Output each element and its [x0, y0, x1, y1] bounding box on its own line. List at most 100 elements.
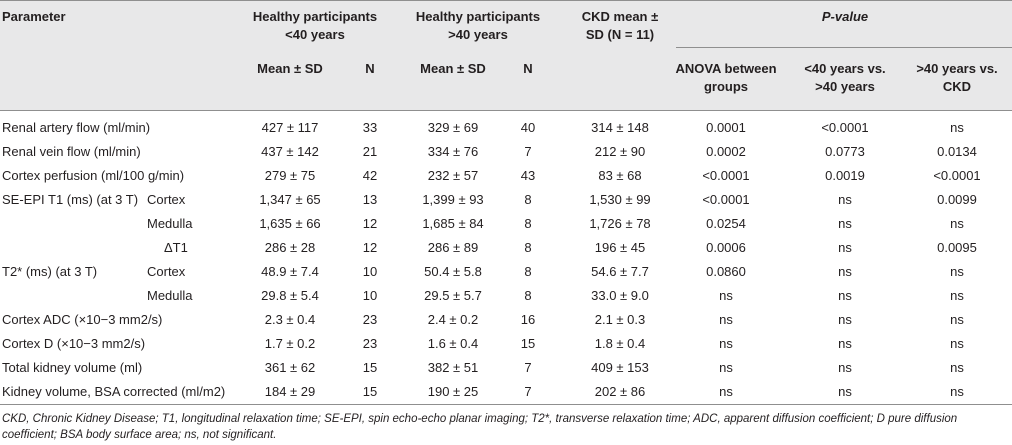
row-mean-2: 1,399 ± 93: [422, 192, 484, 207]
row-param: Renal artery flow (ml/min): [2, 120, 151, 135]
row-n-2: 7: [524, 384, 532, 399]
header-cmp2-line2: CKD: [942, 79, 972, 94]
row-ckd: 1,530 ± 99: [589, 192, 651, 207]
row-mean-2: 232 ± 57: [427, 168, 479, 183]
row-n-1: 12: [362, 216, 378, 231]
row-p-old-ckd: 0.0099: [937, 192, 977, 207]
row-mean-1: 427 ± 117: [261, 120, 319, 135]
row-mean-2: 382 ± 51: [427, 360, 479, 375]
header-rule: [0, 110, 1012, 111]
header-n-1: N: [365, 61, 375, 76]
row-p-young-old: ns: [838, 360, 852, 375]
row-anova: 0.0860: [706, 264, 746, 279]
header-pvalue: P-value: [821, 9, 869, 24]
row-p-young-old: ns: [838, 264, 852, 279]
row-subparam: ΔT1: [164, 240, 188, 255]
row-subparam: Medulla: [147, 216, 193, 231]
row-p-old-ckd: 0.0134: [937, 144, 977, 159]
row-anova: 0.0002: [706, 144, 746, 159]
row-p-old-ckd: ns: [950, 120, 964, 135]
row-p-old-ckd: ns: [950, 336, 964, 351]
row-mean-2: 29.5 ± 5.7: [424, 288, 482, 303]
row-ckd: 2.1 ± 0.3: [594, 312, 646, 327]
table-footnote: CKD, Chronic Kidney Disease; T1, longitu…: [2, 413, 958, 441]
row-mean-2: 50.4 ± 5.8: [424, 264, 482, 279]
row-mean-2: 329 ± 69: [427, 120, 479, 135]
header-group1-line1: Healthy participants: [252, 9, 378, 24]
row-anova: ns: [719, 312, 733, 327]
header-mean-sd-1: Mean ± SD: [257, 61, 323, 76]
row-anova: <0.0001: [702, 168, 750, 183]
row-subparam: Cortex: [147, 192, 186, 207]
row-p-old-ckd: ns: [950, 264, 964, 279]
row-n-2: 8: [524, 216, 532, 231]
top-rule: [0, 0, 1012, 1]
header-group2-line2: >40 years: [448, 27, 508, 42]
pvalue-subrule: [676, 47, 1012, 48]
header-ckd-line2: SD (N = 11): [585, 27, 655, 42]
header-ckd-line1: CKD mean ±: [581, 9, 659, 24]
row-mean-1: 361 ± 62: [264, 360, 316, 375]
row-ckd: 1,726 ± 78: [589, 216, 651, 231]
row-mean-1: 1,347 ± 65: [259, 192, 321, 207]
row-param: SE-EPI T1 (ms) (at 3 T): [2, 192, 139, 207]
row-n-2: 7: [524, 144, 532, 159]
row-p-young-old: ns: [838, 192, 852, 207]
row-anova: 0.0006: [706, 240, 746, 255]
row-p-young-old: 0.0773: [825, 144, 865, 159]
row-n-2: 43: [520, 168, 536, 183]
row-mean-2: 334 ± 76: [427, 144, 479, 159]
row-mean-1: 1.7 ± 0.2: [264, 336, 316, 351]
row-n-1: 23: [362, 336, 378, 351]
row-p-old-ckd: ns: [950, 288, 964, 303]
row-mean-1: 2.3 ± 0.4: [264, 312, 316, 327]
table-header-band: [0, 0, 1012, 110]
row-n-1: 33: [362, 120, 378, 135]
row-n-1: 23: [362, 312, 378, 327]
row-p-young-old: ns: [838, 216, 852, 231]
row-ckd: 1.8 ± 0.4: [594, 336, 646, 351]
header-anova-line2: groups: [703, 79, 749, 94]
bottom-rule: [0, 404, 1012, 405]
row-mean-2: 2.4 ± 0.2: [427, 312, 479, 327]
row-n-1: 15: [362, 360, 378, 375]
row-ckd: 212 ± 90: [594, 144, 646, 159]
row-param: Total kidney volume (ml): [2, 360, 143, 375]
row-mean-1: 437 ± 142: [261, 144, 319, 159]
row-n-2: 8: [524, 264, 532, 279]
row-p-old-ckd: ns: [950, 384, 964, 399]
row-p-old-ckd: <0.0001: [933, 168, 981, 183]
row-n-1: 42: [362, 168, 378, 183]
row-p-young-old: 0.0019: [825, 168, 865, 183]
header-group1-line2: <40 years: [285, 27, 345, 42]
row-n-2: 16: [520, 312, 536, 327]
row-param: Renal vein flow (ml/min): [2, 144, 141, 159]
row-anova: ns: [719, 288, 733, 303]
row-n-1: 21: [362, 144, 378, 159]
row-ckd: 33.0 ± 9.0: [591, 288, 649, 303]
row-mean-1: 184 ± 29: [264, 384, 316, 399]
row-mean-1: 48.9 ± 7.4: [261, 264, 319, 279]
row-anova: ns: [719, 384, 733, 399]
row-mean-2: 1.6 ± 0.4: [427, 336, 479, 351]
row-n-2: 15: [520, 336, 536, 351]
row-p-old-ckd: ns: [950, 312, 964, 327]
header-anova-line1: ANOVA between: [675, 61, 777, 76]
row-p-old-ckd: ns: [950, 216, 964, 231]
row-mean-1: 279 ± 75: [264, 168, 316, 183]
row-p-young-old: <0.0001: [821, 120, 869, 135]
row-anova: ns: [719, 336, 733, 351]
row-param: Cortex D (×10−3 mm2/s): [2, 336, 146, 351]
row-param: Cortex perfusion (ml/100 g/min): [2, 168, 185, 183]
row-p-young-old: ns: [838, 312, 852, 327]
row-n-2: 7: [524, 360, 532, 375]
row-n-2: 8: [524, 192, 532, 207]
row-ckd: 196 ± 45: [594, 240, 646, 255]
row-p-young-old: ns: [838, 288, 852, 303]
row-ckd: 54.6 ± 7.7: [591, 264, 649, 279]
row-mean-1: 29.8 ± 5.4: [261, 288, 319, 303]
row-anova: ns: [719, 360, 733, 375]
row-p-young-old: ns: [838, 336, 852, 351]
row-ckd: 83 ± 68: [598, 168, 642, 183]
row-subparam: Cortex: [147, 264, 186, 279]
